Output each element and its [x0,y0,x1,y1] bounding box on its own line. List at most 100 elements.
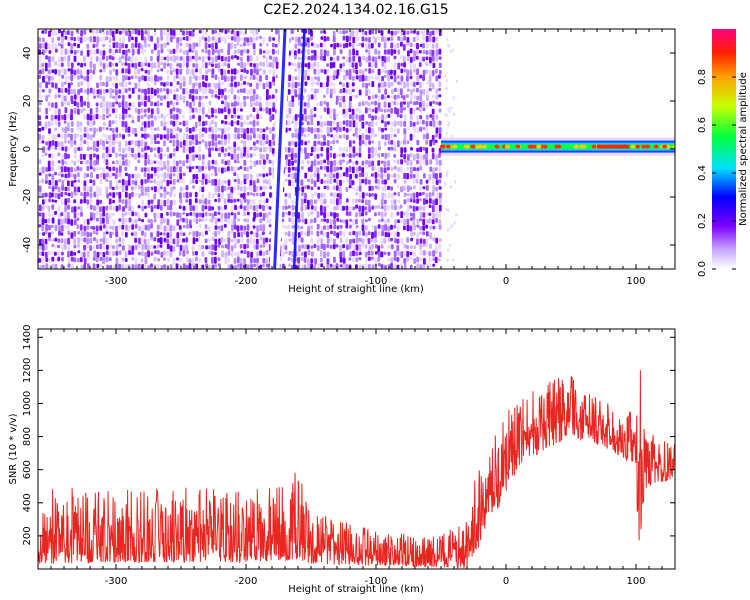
heatmap-cell [320,121,323,128]
heatmap-cell [310,205,314,210]
heatmap-cell [127,126,131,133]
heatmap-cell [323,141,326,146]
heatmap-cell [316,102,320,107]
heatmap-cell [226,102,230,109]
heatmap-cell [409,48,413,54]
heatmap-cell [368,29,372,35]
heatmap-cell [89,114,93,121]
heatmap-cell [147,154,150,160]
heatmap-cell [224,251,228,258]
heatmap-cell [140,127,144,132]
heatmap-cell [239,198,243,206]
heatmap-cell [211,212,215,219]
heatmap-cell [314,88,317,94]
heatmap-cell [211,264,215,269]
heatmap-cell [189,205,193,212]
heatmap-cell [172,35,176,40]
heatmap-cell [207,35,211,43]
heatmap-cell [163,95,167,100]
heatmap-cell [435,154,438,161]
heatmap-cell [221,100,224,105]
heatmap-cell [406,193,410,197]
heatmap-cell [198,154,201,161]
heatmap-cell [409,56,413,63]
heatmap-cell [259,147,262,153]
heatmap-cell [70,49,73,54]
heatmap-cell [119,165,122,173]
heatmap-cell [70,82,73,86]
heatmap-cell [381,127,384,133]
heatmap-cell [303,133,307,138]
heatmap-cell [239,37,243,41]
heatmap-cell [227,108,231,115]
heatmap-cell [284,199,288,206]
heatmap-cell [160,167,164,171]
heatmap-cell [397,88,400,95]
heatmap-cell [294,166,298,172]
heatmap-cell [355,186,359,192]
heatmap-cell [352,36,356,44]
heatmap-cell [71,263,74,269]
heatmap-cell [415,192,419,198]
heatmap-cell [214,49,218,53]
heatmap-cell [51,256,55,262]
heatmap-cell [367,147,371,154]
heatmap-cell [186,224,189,229]
heatmap-cell [297,251,301,257]
heatmap-cell [323,211,326,218]
heatmap-cell [98,191,102,197]
heatmap-cell [390,237,393,242]
heatmap-cell [80,251,83,257]
heatmap-cell [162,179,166,183]
heatmap-cell [176,232,180,239]
heatmap-cell [150,68,153,72]
heatmap-cell [188,258,192,264]
heatmap-cell [326,204,330,208]
heatmap-cell [182,178,185,184]
heatmap-cell [70,74,74,82]
heatmap-cell [371,81,375,88]
heatmap-cell [218,127,221,131]
heatmap-cell [365,100,368,106]
heatmap-cell [252,205,256,211]
heatmap-cell [182,187,186,191]
heatmap-cell [452,258,455,262]
heatmap-cell [233,258,237,264]
heatmap-cell [377,160,381,166]
heatmap-cell [38,63,42,70]
heatmap-cell [201,139,205,143]
heatmap-cell [262,50,266,54]
heatmap-cell [374,75,378,80]
heatmap-cell [220,206,224,212]
heatmap-cell [141,154,144,158]
heatmap-cell [128,153,132,157]
heatmap-cell [214,141,218,147]
heatmap-cell [115,42,119,49]
heatmap-cell [134,185,138,190]
heatmap-cell [127,68,131,75]
heatmap-cell [380,173,384,180]
heatmap-cell [118,37,122,42]
heatmap-cell [201,199,205,204]
heatmap-cell [188,35,192,41]
heatmap-cell [106,62,109,68]
heatmap-cell [169,153,173,159]
heatmap-cell [243,258,246,265]
heatmap-cell [329,56,333,61]
heatmap-cell [291,147,294,154]
heatmap-cell [367,95,371,100]
heatmap-cell [287,82,291,88]
heatmap-cell [169,69,173,75]
heatmap-cell [172,89,176,93]
heatmap-cell [314,258,317,265]
heatmap-cell [425,185,429,191]
heatmap-cell [352,219,355,226]
heatmap-cell [125,146,128,152]
heatmap-cell [80,231,84,237]
heatmap-cell [96,159,99,165]
heatmap-cell [96,263,100,268]
heatmap-cell [118,204,122,211]
heatmap-cell [320,257,323,263]
heatmap-cell [188,263,192,269]
heatmap-cell [204,166,208,170]
